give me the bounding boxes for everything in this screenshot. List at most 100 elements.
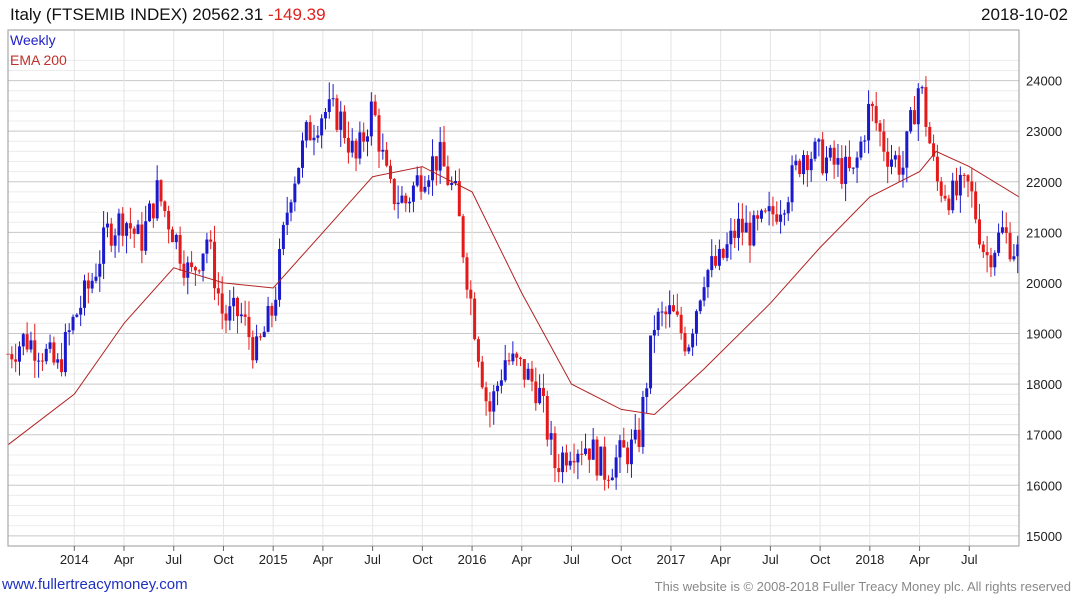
- candle-body: [465, 257, 469, 290]
- candle-body: [683, 333, 687, 352]
- candle-body: [178, 234, 182, 264]
- candle-body: [297, 167, 301, 184]
- candle-body: [763, 210, 767, 212]
- candle-body: [526, 368, 530, 380]
- candle-body: [610, 477, 614, 481]
- candle-body: [564, 452, 568, 466]
- candles: [6, 76, 1020, 491]
- candle-body: [553, 433, 557, 469]
- candle-body: [274, 299, 278, 316]
- y-axis: 15000 16000 17000 18000 19000 20000 21000 22000…: [1026, 74, 1062, 544]
- candle-body: [186, 262, 190, 278]
- candle-body: [312, 137, 316, 141]
- candle-body: [809, 158, 813, 171]
- candle-body: [105, 223, 109, 228]
- candle-body: [962, 174, 966, 176]
- candle-body: [932, 143, 936, 157]
- y-tick-label: 17000: [1026, 428, 1062, 443]
- candle-body: [136, 224, 140, 234]
- candle-body: [354, 140, 358, 159]
- candle-body: [561, 452, 565, 473]
- candle-body: [431, 156, 435, 181]
- candle-body: [691, 333, 695, 348]
- candle-body: [98, 263, 102, 277]
- x-tick-label: Apr: [114, 552, 135, 567]
- candle-body: [148, 203, 152, 222]
- candle-body: [121, 213, 125, 236]
- candle-body: [63, 331, 67, 373]
- candle-body: [415, 175, 419, 186]
- candle-body: [67, 330, 71, 332]
- candle-body: [289, 202, 293, 213]
- y-tick-label: 16000: [1026, 478, 1062, 493]
- candle-body: [970, 181, 974, 192]
- candle-body: [515, 353, 519, 358]
- candle-body: [484, 387, 488, 402]
- candle-body: [924, 87, 928, 127]
- candle-body: [193, 267, 197, 271]
- site-link[interactable]: www.fullertreacymoney.com: [2, 576, 188, 593]
- candle-body: [584, 448, 588, 455]
- candle-body: [480, 361, 484, 388]
- candle-body: [190, 262, 194, 268]
- candle-body: [40, 360, 44, 362]
- candle-body: [821, 139, 825, 174]
- candle-body: [113, 235, 117, 246]
- candle-body: [102, 227, 106, 264]
- candle-body: [52, 342, 56, 363]
- candle-body: [511, 353, 515, 362]
- candle-body: [844, 156, 848, 184]
- candle-body: [14, 359, 18, 362]
- candle-body: [167, 210, 171, 230]
- candle-body: [779, 214, 783, 222]
- candle-body: [882, 131, 886, 152]
- candle-body: [649, 335, 653, 389]
- legend-weekly: Weekly: [10, 32, 56, 48]
- candle-body: [714, 256, 718, 266]
- candle-body: [327, 99, 331, 112]
- candle-body: [419, 175, 423, 192]
- candle-body: [400, 195, 404, 203]
- candle-body: [568, 460, 572, 466]
- candle-body: [247, 316, 251, 338]
- candle-body: [90, 280, 94, 289]
- candle-body: [239, 314, 243, 317]
- candle-body: [599, 446, 603, 476]
- y-tick-label: 20000: [1026, 276, 1062, 291]
- candle-body: [626, 447, 630, 465]
- candle-body: [656, 311, 660, 330]
- candle-body: [645, 388, 649, 397]
- candle-body: [541, 387, 545, 397]
- candle-body: [828, 147, 832, 158]
- candle-body: [782, 213, 786, 215]
- candle-body: [652, 329, 656, 336]
- candle-body: [75, 314, 79, 317]
- candle-body: [228, 306, 232, 321]
- y-tick-label: 19000: [1026, 327, 1062, 342]
- candle-body: [48, 342, 52, 349]
- candle-body: [958, 174, 962, 196]
- candle-body: [503, 360, 507, 381]
- candle-body: [966, 175, 970, 182]
- candle-body: [832, 147, 836, 165]
- candle-body: [94, 276, 98, 281]
- candle-body: [737, 218, 741, 238]
- candle-body: [381, 149, 385, 152]
- candle-body: [220, 293, 224, 314]
- candle-body: [817, 139, 821, 142]
- candle-body: [385, 149, 389, 166]
- candle-body: [534, 381, 538, 404]
- candle-body: [729, 230, 733, 245]
- candle-body: [56, 359, 60, 363]
- candle-body: [595, 439, 599, 476]
- candle-body: [469, 289, 473, 299]
- candle-body: [752, 215, 756, 246]
- candle-body: [572, 460, 576, 463]
- x-tick-label: 2015: [259, 552, 288, 567]
- candle-body: [343, 111, 347, 138]
- candle-body: [603, 446, 607, 480]
- x-tick-label: 2014: [60, 552, 89, 567]
- candle-body: [744, 222, 748, 233]
- chart-title: Italy (FTSEMIB INDEX) 20562.31 -149.39: [10, 5, 326, 25]
- plot-frame: [7, 29, 1020, 547]
